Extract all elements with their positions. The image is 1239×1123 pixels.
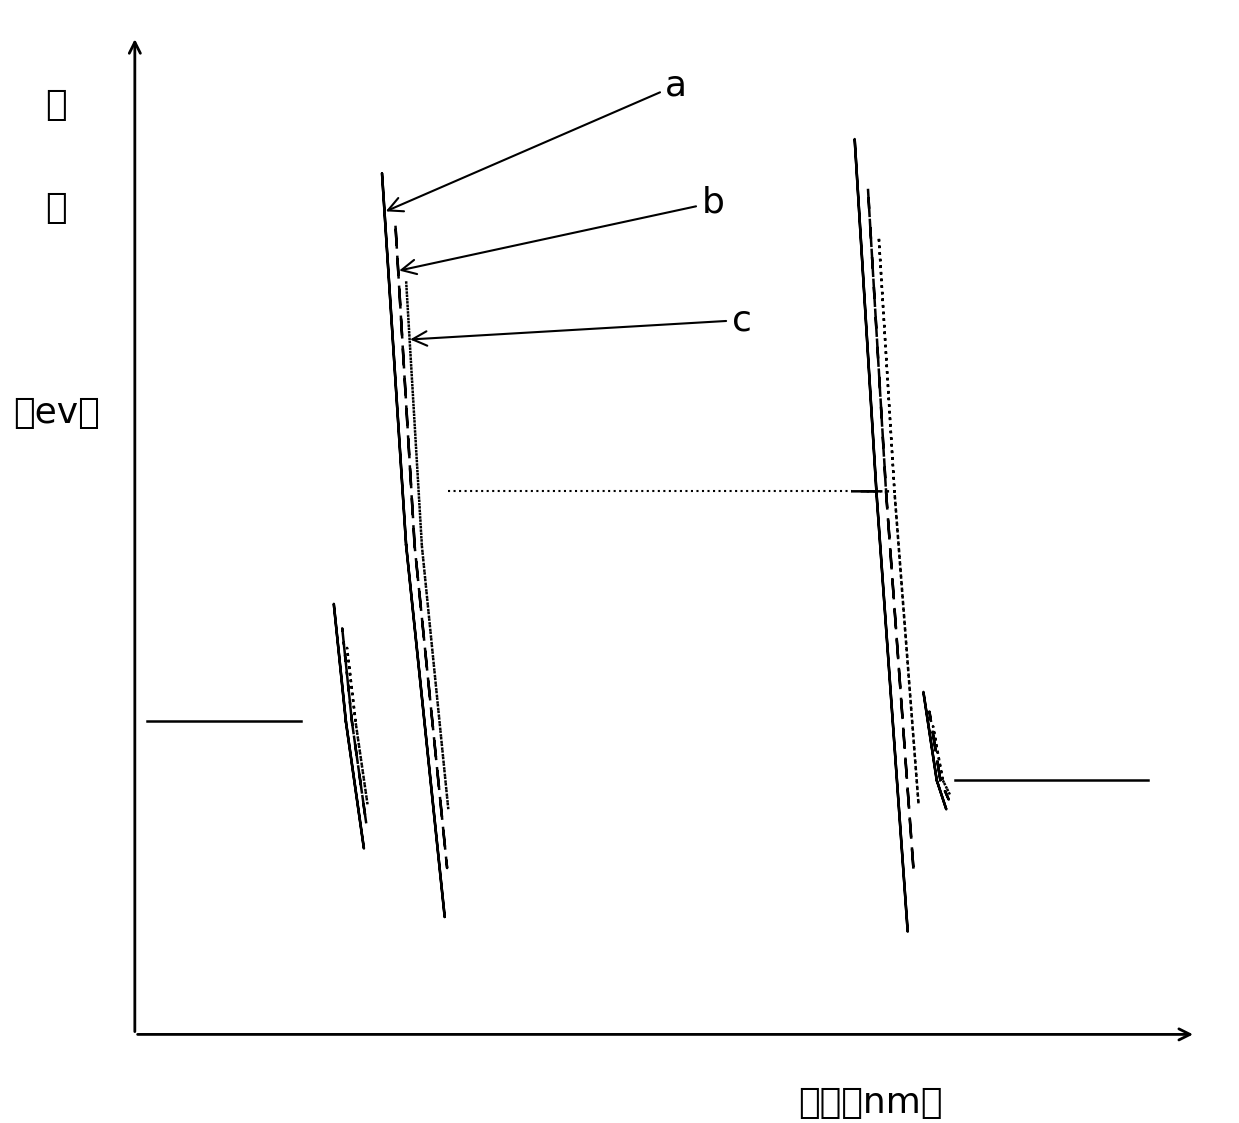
Text: （ev）: （ev） [14, 396, 100, 430]
Text: a: a [388, 69, 688, 211]
Text: 能: 能 [46, 88, 67, 121]
Text: c: c [413, 303, 752, 346]
Text: 厚度（nm）: 厚度（nm） [798, 1086, 943, 1120]
Text: b: b [401, 185, 725, 274]
Text: 带: 带 [46, 191, 67, 225]
